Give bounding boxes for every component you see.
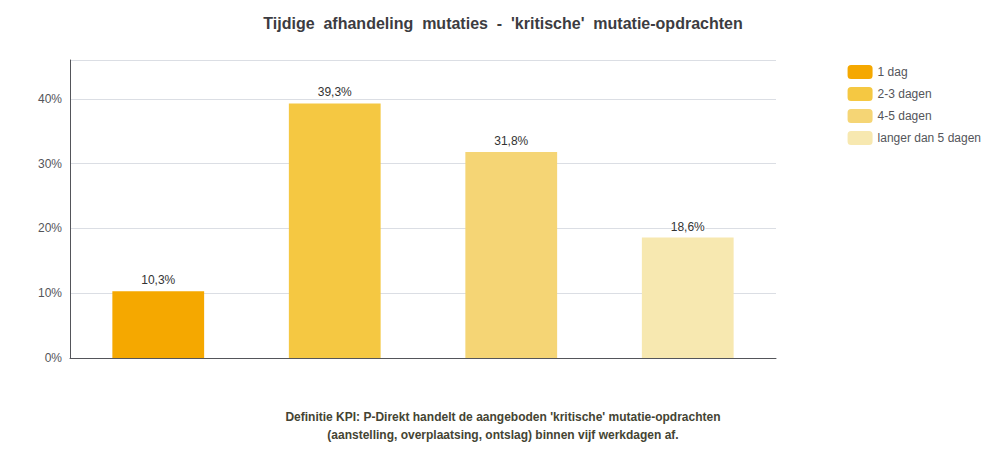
svg-text:4-5 dagen: 4-5 dagen bbox=[878, 109, 932, 123]
svg-text:10,3%: 10,3% bbox=[141, 273, 175, 287]
svg-text:1 dag: 1 dag bbox=[878, 65, 908, 79]
svg-text:39,3%: 39,3% bbox=[318, 85, 352, 99]
svg-text:(aanstelling, overplaatsing, o: (aanstelling, overplaatsing, ontslag) bi… bbox=[327, 428, 678, 442]
svg-text:30%: 30% bbox=[38, 157, 62, 171]
svg-text:20%: 20% bbox=[38, 221, 62, 235]
svg-text:40%: 40% bbox=[38, 92, 62, 106]
svg-text:10%: 10% bbox=[38, 286, 62, 300]
svg-text:Tijdige afhandeling mutaties: Tijdige afhandeling mutaties - 'kritisch… bbox=[263, 15, 742, 32]
svg-text:31,8%: 31,8% bbox=[494, 134, 528, 148]
svg-text:2-3 dagen: 2-3 dagen bbox=[878, 87, 932, 101]
svg-text:0%: 0% bbox=[45, 351, 63, 365]
svg-text:langer dan 5 dagen: langer dan 5 dagen bbox=[878, 131, 981, 145]
svg-text:18,6%: 18,6% bbox=[671, 220, 705, 234]
svg-text:Definitie KPI: P-Direkt handel: Definitie KPI: P-Direkt handelt de aange… bbox=[285, 410, 720, 424]
